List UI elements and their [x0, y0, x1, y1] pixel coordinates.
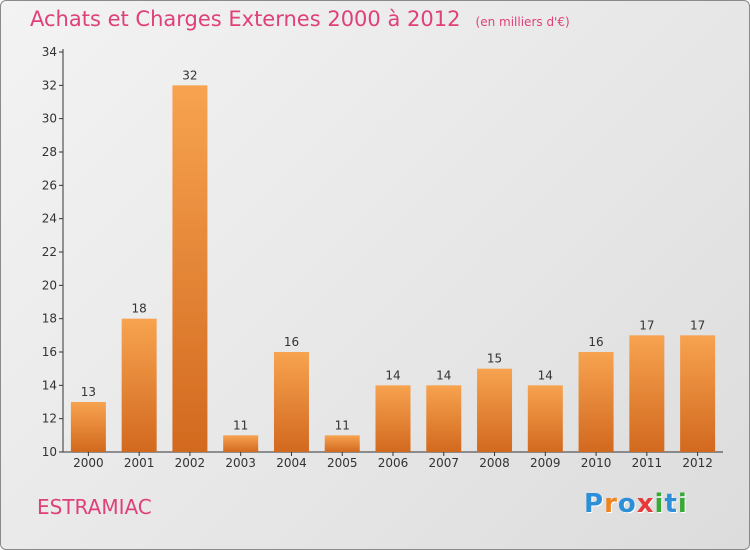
logo-letter: t	[664, 489, 678, 519]
y-tick-label: 24	[42, 212, 57, 226]
logo-letter: x	[636, 489, 655, 519]
bar	[527, 385, 563, 452]
chart-unit-note: (en milliers d'€)	[475, 15, 570, 29]
x-tick-label: 2002	[175, 456, 206, 470]
x-tick-label: 2004	[276, 456, 307, 470]
x-tick-label: 2001	[124, 456, 155, 470]
bar-value-label: 17	[639, 318, 654, 332]
y-tick-label: 26	[42, 178, 57, 192]
y-tick-label: 20	[42, 278, 57, 292]
bar	[273, 352, 309, 452]
chart-title: Achats et Charges Externes 2000 à 2012	[30, 7, 461, 31]
x-tick-label: 2007	[428, 456, 459, 470]
y-tick-label: 30	[42, 112, 57, 126]
chart-title-block: Achats et Charges Externes 2000 à 2012 (…	[30, 7, 570, 31]
logo-letter: r	[604, 489, 618, 519]
bar-value-label: 32	[182, 68, 197, 82]
x-tick-label: 2008	[479, 456, 510, 470]
bar-value-label: 15	[487, 352, 502, 366]
x-tick-label: 2003	[225, 456, 256, 470]
bar-value-label: 16	[588, 335, 603, 349]
bar	[680, 335, 716, 452]
y-tick-label: 28	[42, 145, 57, 159]
y-tick-label: 12	[42, 412, 57, 426]
chart-labels: 2000 13 2001 18 2002 32 2003 11 2004 16 2005 11 2006…	[73, 68, 713, 470]
bar	[375, 385, 411, 452]
y-tick-label: 22	[42, 245, 57, 259]
y-tick-label: 18	[42, 312, 57, 326]
chart-bars	[70, 85, 716, 452]
bar	[629, 335, 665, 452]
x-tick-label: 2012	[682, 456, 713, 470]
logo-letter: o	[617, 489, 637, 519]
x-tick-label: 2011	[632, 456, 663, 470]
bar-value-label: 11	[233, 418, 248, 432]
bar	[477, 368, 513, 452]
bar-value-label: 13	[81, 385, 96, 399]
y-tick-label: 34	[42, 45, 57, 59]
y-tick-label: 32	[42, 78, 57, 92]
proxiti-logo: Proxiti	[584, 489, 688, 519]
bar	[70, 402, 106, 452]
bar	[578, 352, 614, 452]
y-tick-label: 16	[42, 345, 57, 359]
logo-letter: i	[677, 489, 688, 519]
x-tick-label: 2010	[581, 456, 612, 470]
bar	[426, 385, 462, 452]
chart-axes: 10 12 14 16 18 20 22 24 26 28 30 32 34	[42, 45, 723, 459]
bar-value-label: 16	[284, 335, 299, 349]
x-tick-label: 2006	[378, 456, 409, 470]
y-tick-label: 14	[42, 378, 57, 392]
bar-value-label: 14	[538, 368, 553, 382]
logo-letter: P	[584, 489, 605, 519]
y-tick-label: 10	[42, 445, 57, 459]
bar	[223, 435, 259, 452]
commune-name: ESTRAMIAC	[37, 495, 152, 519]
x-tick-label: 2005	[327, 456, 358, 470]
bar-value-label: 11	[335, 418, 350, 432]
bar	[121, 318, 157, 452]
bar-value-label: 17	[690, 318, 705, 332]
bar	[324, 435, 360, 452]
bar-value-label: 14	[436, 368, 451, 382]
bar-value-label: 14	[385, 368, 400, 382]
bar	[172, 85, 208, 452]
bar-value-label: 18	[132, 302, 147, 316]
x-tick-label: 2000	[73, 456, 104, 470]
x-tick-label: 2009	[530, 456, 561, 470]
logo-letter: i	[654, 489, 665, 519]
